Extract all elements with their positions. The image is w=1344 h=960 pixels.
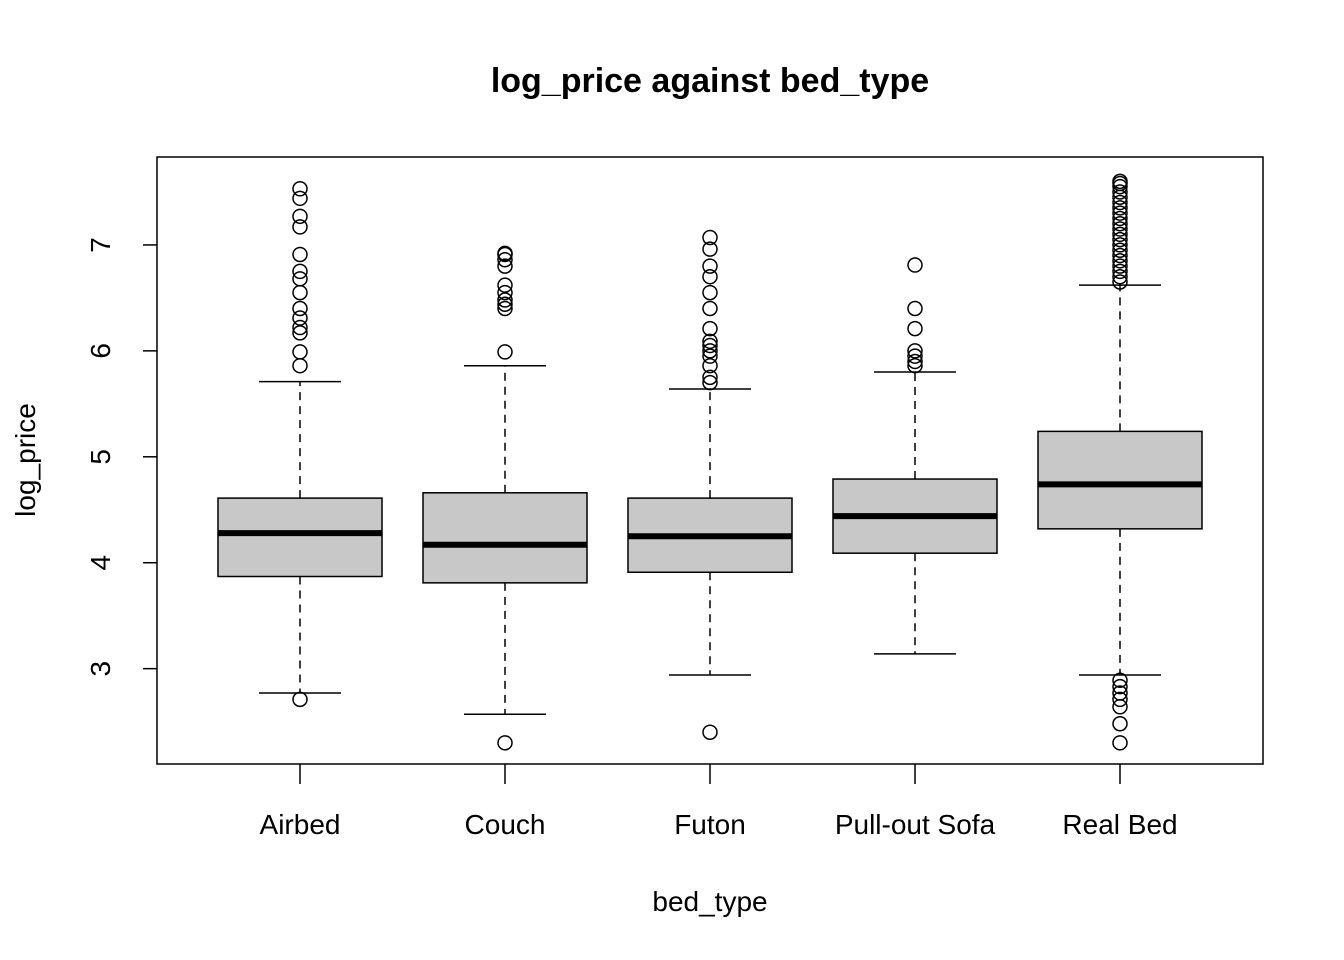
box-pull-out-sofa xyxy=(832,257,998,655)
iqr-box xyxy=(1037,430,1203,530)
y-tick-label: 5 xyxy=(85,449,116,465)
outlier-point xyxy=(497,258,513,274)
box-airbed xyxy=(217,181,383,708)
outlier-point xyxy=(1112,672,1128,689)
outlier-point xyxy=(1112,685,1128,701)
outlier-point xyxy=(1112,194,1128,211)
outlier-point xyxy=(702,241,718,257)
chart-title: log_price against bed_type xyxy=(491,62,929,100)
iqr-box xyxy=(217,497,383,578)
x-tick-label: Couch xyxy=(465,809,546,840)
y-axis: 3 4 5 6 7 xyxy=(85,237,157,676)
outlier-point xyxy=(1112,691,1128,708)
outlier-point xyxy=(292,319,308,336)
outlier-point xyxy=(907,357,923,374)
outlier-point xyxy=(1112,221,1128,237)
outlier-point xyxy=(1112,200,1128,216)
outlier-point xyxy=(292,208,308,225)
outlier-point xyxy=(497,252,513,268)
outlier-point xyxy=(1112,274,1128,290)
outlier-point xyxy=(292,325,308,341)
outlier-point xyxy=(1112,735,1128,751)
outlier-point xyxy=(292,300,308,317)
outlier-point xyxy=(292,181,308,197)
outlier-point xyxy=(1112,258,1128,274)
outlier-point xyxy=(292,691,308,708)
outlier-point xyxy=(292,219,308,235)
outlier-point xyxy=(497,300,513,317)
outlier-point xyxy=(907,353,923,370)
outlier-point xyxy=(497,284,513,301)
outlier-point xyxy=(292,310,308,326)
y-tick-label: 4 xyxy=(85,555,116,571)
outlier-point xyxy=(702,337,718,354)
outlier-point xyxy=(1112,237,1128,253)
x-axis-label: bed_type xyxy=(652,886,767,917)
outlier-point xyxy=(702,348,718,364)
outlier-point xyxy=(1112,184,1128,200)
outlier-point xyxy=(702,300,718,317)
outlier-point xyxy=(907,348,923,364)
outlier-point xyxy=(497,296,513,312)
outlier-point xyxy=(292,284,308,301)
y-tick-label: 7 xyxy=(85,237,116,253)
outlier-point xyxy=(702,374,718,391)
outlier-point xyxy=(497,277,513,293)
outlier-point xyxy=(1112,678,1128,695)
outlier-point xyxy=(1112,253,1128,269)
outlier-point xyxy=(907,343,923,359)
x-tick-label: Airbed xyxy=(260,809,341,840)
outlier-point xyxy=(702,357,718,374)
outlier-point xyxy=(1112,242,1128,258)
box-real-bed xyxy=(1037,173,1203,751)
outlier-point xyxy=(497,735,513,751)
outlier-point xyxy=(1112,210,1128,227)
outlier-point xyxy=(1112,173,1128,190)
outlier-point xyxy=(907,300,923,317)
outlier-point xyxy=(907,257,923,273)
outlier-point xyxy=(702,258,718,274)
iqr-box xyxy=(422,492,588,584)
outlier-point xyxy=(1112,715,1128,732)
x-axis: Airbed Couch Futon Pull-out Sofa Real Bed xyxy=(260,764,1178,840)
outlier-point xyxy=(702,343,718,359)
y-axis-label: log_price xyxy=(10,403,41,517)
outlier-point xyxy=(702,320,718,337)
outlier-point xyxy=(292,246,308,263)
outlier-point xyxy=(292,344,308,360)
outlier-point xyxy=(292,357,308,374)
outlier-point xyxy=(702,284,718,301)
box-couch xyxy=(422,245,588,751)
outlier-point xyxy=(1112,268,1128,285)
outlier-point xyxy=(702,229,718,246)
outlier-point xyxy=(497,292,513,308)
y-tick-label: 6 xyxy=(85,343,116,359)
outlier-point xyxy=(497,344,513,360)
y-tick-label: 3 xyxy=(85,661,116,677)
box-series xyxy=(217,173,1203,751)
outlier-point xyxy=(1112,226,1128,243)
outlier-point xyxy=(1112,215,1128,232)
outlier-point xyxy=(1112,263,1128,280)
x-tick-label: Futon xyxy=(674,809,746,840)
outlier-point xyxy=(1112,205,1128,221)
outlier-point xyxy=(497,245,513,262)
x-tick-label: Real Bed xyxy=(1062,809,1177,840)
outlier-point xyxy=(702,268,718,285)
outlier-point xyxy=(907,320,923,337)
outlier-point xyxy=(292,271,308,287)
outlier-point xyxy=(702,333,718,350)
outlier-point xyxy=(292,263,308,280)
outlier-point xyxy=(292,190,308,207)
box-futon xyxy=(627,229,793,740)
outlier-point xyxy=(702,724,718,740)
outlier-point xyxy=(1112,247,1128,264)
outlier-point xyxy=(702,369,718,386)
x-tick-label: Pull-out Sofa xyxy=(835,809,996,840)
outlier-point xyxy=(1112,231,1128,248)
